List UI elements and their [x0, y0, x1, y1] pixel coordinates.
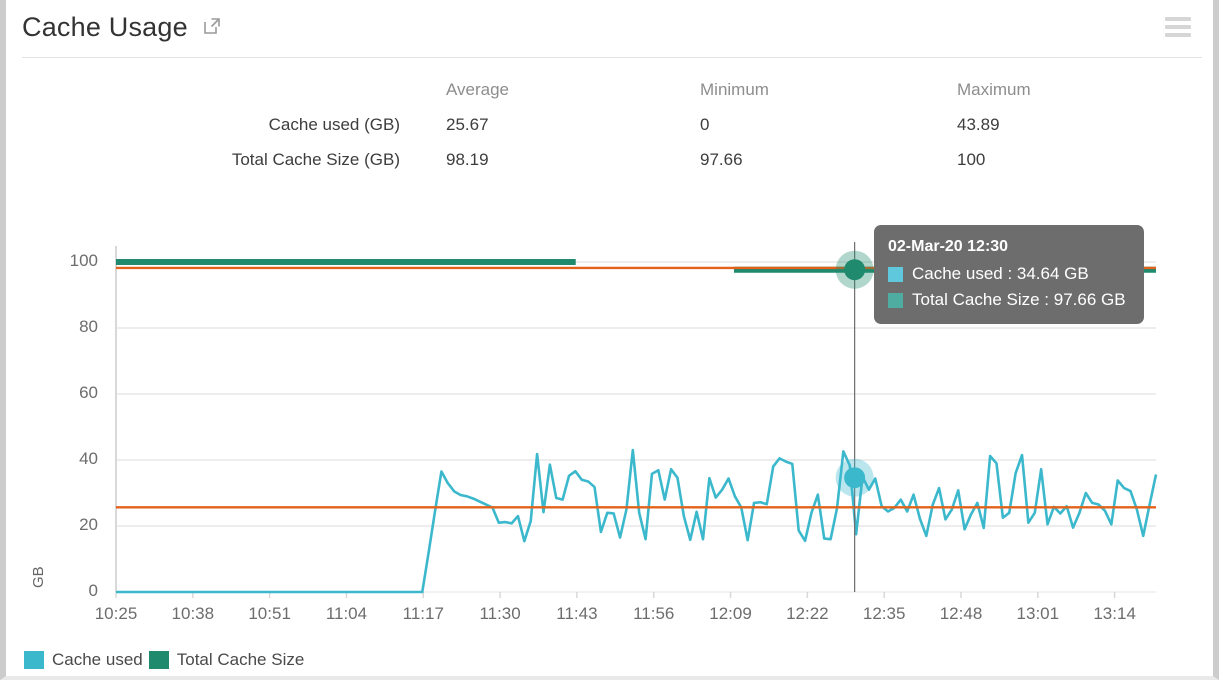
x-axis-tick-label: 13:14	[1093, 604, 1136, 623]
highlight-point[interactable]	[844, 259, 866, 281]
cell-total-cache-size-average: 98.19	[446, 150, 489, 169]
chart-legend: Cache used Total Cache Size	[24, 650, 310, 670]
cell-total-cache-size-minimum: 97.66	[700, 150, 743, 169]
row-label-total-cache-size: Total Cache Size (GB)	[231, 150, 400, 169]
cell-cache-used-minimum: 0	[700, 115, 710, 134]
x-axis-tick-label: 12:35	[862, 604, 906, 623]
hamburger-bar	[1165, 33, 1191, 37]
x-axis-tick-label: 12:22	[786, 604, 829, 623]
x-axis-tick-label: 10:25	[94, 604, 138, 623]
table-row: Cache used (GB) 25.67 0 43.89	[6, 115, 1213, 150]
y-axis-tick-label: 20	[79, 515, 98, 534]
x-axis-tick-label: 12:09	[709, 604, 752, 623]
x-axis-tick-label: 13:01	[1016, 604, 1060, 623]
hamburger-bar	[1165, 17, 1191, 21]
legend-swatch-icon	[24, 651, 44, 669]
tooltip-label-total-cache-size: Total Cache Size : 97.66 GB	[912, 290, 1126, 309]
tooltip-label-cache-used: Cache used : 34.64 GB	[912, 264, 1089, 283]
page-title: Cache Usage	[22, 12, 188, 42]
column-header-minimum: Minimum	[700, 80, 769, 99]
column-header-average: Average	[446, 80, 510, 99]
y-axis-tick-label: 0	[88, 581, 98, 600]
summary-stats-table: Average Minimum Maximum Cache used (GB) …	[6, 80, 1213, 185]
tooltip-row-cache-used: Cache used : 34.64 GB	[888, 261, 1132, 287]
legend-swatch-icon	[148, 651, 169, 669]
x-axis-tick-label: 11:17	[402, 604, 444, 623]
y-axis-tick-label: 80	[79, 317, 98, 336]
x-axis-tick-label: 11:04	[325, 604, 368, 623]
tooltip-swatch-icon	[888, 292, 903, 308]
x-axis-tick-label: 10:38	[171, 604, 215, 623]
x-axis-tick-label: 10:51	[248, 604, 291, 623]
external-link-icon[interactable]	[202, 16, 222, 36]
hamburger-menu-icon[interactable]	[1165, 17, 1191, 37]
chart-tooltip: 02-Mar-20 12:30 Cache used : 34.64 GB To…	[874, 225, 1144, 324]
x-axis-tick-label: 11:43	[556, 604, 598, 623]
x-axis-tick-label: 11:30	[479, 604, 521, 623]
table-header-row: Average Minimum Maximum	[6, 80, 1213, 115]
tooltip-swatch-icon	[888, 266, 903, 282]
header-divider	[22, 57, 1202, 58]
hamburger-bar	[1165, 25, 1191, 29]
cell-total-cache-size-maximum: 100	[957, 150, 986, 169]
column-header-maximum: Maximum	[957, 80, 1031, 99]
cell-cache-used-maximum: 43.89	[957, 115, 1000, 134]
x-axis-tick-label: 11:56	[633, 604, 675, 623]
panel-header: Cache Usage	[6, 0, 1213, 58]
table-row: Total Cache Size (GB) 98.19 97.66 100	[6, 150, 1213, 185]
legend-label-cache-used: Cache used	[52, 650, 143, 669]
legend-item-total-cache-size[interactable]: Total Cache Size	[148, 650, 305, 670]
x-axis-tick-label: 12:48	[939, 604, 983, 623]
legend-item-cache-used[interactable]: Cache used	[24, 650, 143, 670]
y-axis-tick-label: 60	[79, 383, 98, 402]
series-line	[116, 448, 1158, 594]
highlight-point[interactable]	[844, 467, 866, 489]
cell-cache-used-average: 25.67	[446, 115, 489, 134]
legend-label-total-cache-size: Total Cache Size	[176, 650, 305, 669]
y-axis-tick-label: 100	[69, 251, 98, 270]
tooltip-timestamp: 02-Mar-20 12:30	[888, 238, 1009, 255]
row-label-cache-used: Cache used (GB)	[268, 115, 400, 134]
y-axis-tick-label: 40	[79, 449, 98, 468]
tooltip-row-total-cache-size: Total Cache Size : 97.66 GB	[888, 287, 1132, 313]
